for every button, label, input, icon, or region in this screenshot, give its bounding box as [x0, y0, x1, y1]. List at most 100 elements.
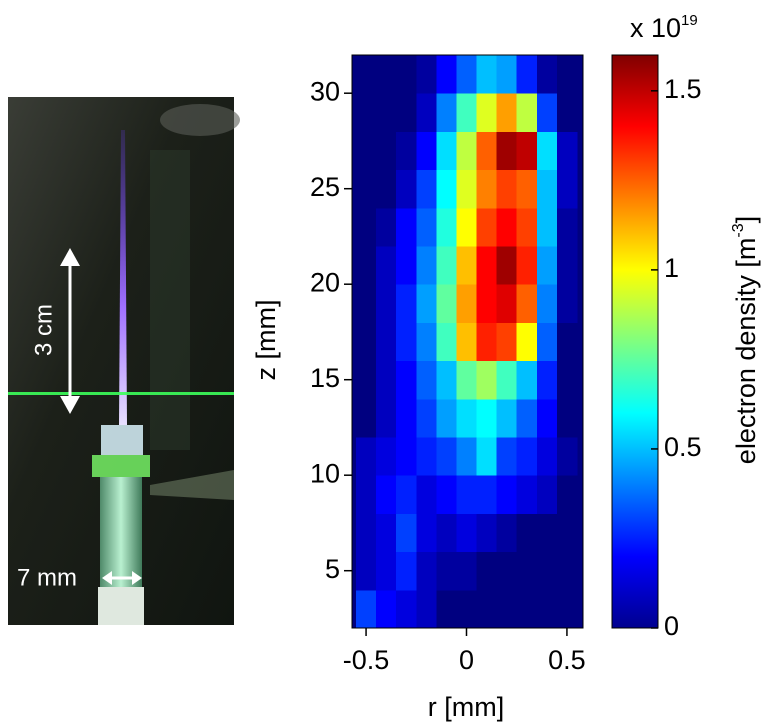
density-cell	[456, 589, 478, 629]
density-cell	[496, 360, 518, 400]
density-cell	[456, 475, 478, 514]
density-cell	[556, 169, 578, 209]
colorbar-label-text: electron density [m	[731, 238, 761, 465]
density-cell	[356, 169, 377, 209]
density-cell	[416, 246, 437, 285]
density-cell	[416, 475, 437, 514]
density-cell	[536, 322, 558, 362]
density-cell	[556, 246, 578, 285]
density-cell	[536, 437, 558, 476]
density-cell	[476, 284, 498, 323]
density-cell	[436, 55, 457, 94]
density-cell	[376, 93, 397, 132]
nozzle	[101, 425, 143, 455]
density-cell	[376, 322, 397, 362]
colorbar-tick-label: 0	[664, 611, 679, 641]
density-cell	[556, 322, 578, 362]
density-cell	[356, 55, 377, 94]
density-cell	[456, 398, 478, 438]
colorbar-label-end: ]	[731, 216, 761, 224]
density-cell	[536, 55, 558, 94]
density-cell	[356, 322, 377, 362]
density-cell	[476, 322, 498, 362]
colorbar-tick-label: 1.5	[664, 74, 702, 104]
plot-frame	[351, 54, 584, 629]
density-cell	[356, 93, 377, 132]
ring	[92, 455, 150, 477]
density-cell	[376, 207, 397, 247]
density-cell	[376, 437, 397, 476]
density-cell	[396, 131, 417, 171]
density-cell	[556, 55, 578, 94]
density-cell	[536, 360, 558, 400]
density-cell	[396, 551, 417, 591]
density-cell	[456, 322, 478, 362]
density-cell	[376, 360, 397, 400]
height-label: 3 cm	[30, 304, 57, 356]
y-tick-label: 5	[325, 554, 340, 584]
arrow-head	[60, 396, 80, 414]
density-cell	[536, 284, 558, 323]
density-cell	[396, 513, 417, 553]
density-cell	[476, 398, 498, 438]
density-cell	[356, 437, 377, 476]
density-cell	[356, 246, 377, 285]
multiplier-exponent: 19	[681, 12, 698, 29]
density-cell	[556, 513, 578, 553]
arrow-head	[132, 571, 142, 585]
density-cell	[496, 55, 518, 94]
density-cell	[396, 322, 417, 362]
density-cell	[436, 513, 457, 553]
density-cell	[396, 398, 417, 438]
density-cell	[556, 437, 578, 476]
density-cell	[556, 284, 578, 323]
tube-base	[98, 587, 144, 625]
density-cell	[536, 93, 558, 132]
density-cell	[396, 169, 417, 209]
density-cell	[456, 55, 478, 94]
density-cell	[376, 55, 397, 94]
density-cell	[376, 551, 397, 591]
tube	[100, 477, 142, 587]
density-cell	[416, 93, 437, 132]
density-cell	[516, 475, 538, 514]
density-cell	[416, 207, 437, 247]
density-cell	[436, 398, 457, 438]
density-cell	[556, 93, 578, 132]
density-cell	[456, 360, 478, 400]
x-tick-label: 0.5	[548, 645, 586, 675]
colorbar-multiplier: x 1019	[630, 12, 698, 43]
density-cell	[496, 207, 518, 247]
density-cell	[356, 398, 377, 438]
density-cell	[416, 55, 437, 94]
density-cell	[356, 475, 377, 514]
density-cell	[436, 169, 457, 209]
density-cell	[456, 207, 478, 247]
density-cell	[516, 360, 538, 400]
density-cell	[456, 131, 478, 171]
density-cell	[456, 437, 478, 476]
density-cell	[516, 207, 538, 247]
density-cell	[476, 475, 498, 514]
density-cell	[436, 360, 457, 400]
density-cell	[496, 93, 518, 132]
density-cell	[496, 246, 518, 285]
density-cell	[376, 131, 397, 171]
arrow-head	[102, 571, 112, 585]
density-cell	[536, 207, 558, 247]
density-cell	[516, 398, 538, 438]
density-cell	[376, 475, 397, 514]
contour-plot	[351, 54, 584, 629]
density-cell	[436, 246, 457, 285]
density-cell	[416, 284, 437, 323]
density-cell	[416, 551, 437, 591]
density-cell	[556, 475, 578, 514]
density-cell	[356, 589, 377, 629]
density-cell	[516, 131, 538, 171]
density-cell	[436, 284, 457, 323]
density-cell	[556, 131, 578, 171]
density-cell	[496, 131, 518, 171]
density-cell	[356, 131, 377, 171]
density-cell	[416, 131, 437, 171]
density-cell	[436, 589, 457, 629]
